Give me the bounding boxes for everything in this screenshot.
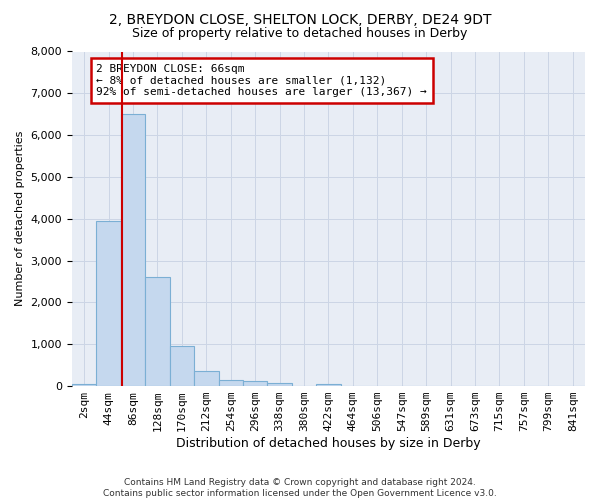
Bar bbox=[243, 382, 268, 386]
Bar bbox=[316, 384, 341, 386]
Bar bbox=[121, 114, 145, 386]
Bar bbox=[72, 384, 97, 386]
Bar bbox=[145, 278, 170, 386]
Bar bbox=[218, 380, 243, 386]
Y-axis label: Number of detached properties: Number of detached properties bbox=[15, 131, 25, 306]
Text: 2, BREYDON CLOSE, SHELTON LOCK, DERBY, DE24 9DT: 2, BREYDON CLOSE, SHELTON LOCK, DERBY, D… bbox=[109, 12, 491, 26]
Text: Contains HM Land Registry data © Crown copyright and database right 2024.
Contai: Contains HM Land Registry data © Crown c… bbox=[103, 478, 497, 498]
Bar bbox=[97, 221, 121, 386]
Bar bbox=[268, 383, 292, 386]
X-axis label: Distribution of detached houses by size in Derby: Distribution of detached houses by size … bbox=[176, 437, 481, 450]
Bar bbox=[170, 346, 194, 386]
Text: Size of property relative to detached houses in Derby: Size of property relative to detached ho… bbox=[133, 28, 467, 40]
Text: 2 BREYDON CLOSE: 66sqm
← 8% of detached houses are smaller (1,132)
92% of semi-d: 2 BREYDON CLOSE: 66sqm ← 8% of detached … bbox=[97, 64, 427, 97]
Bar bbox=[194, 372, 218, 386]
